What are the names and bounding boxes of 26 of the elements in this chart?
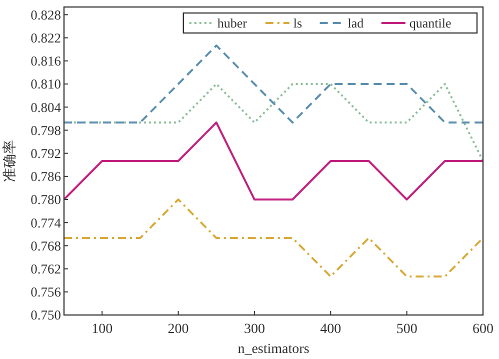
legend-label: huber (217, 16, 248, 31)
x-tick-label: 600 (472, 322, 494, 337)
y-tick-label: 0.750 (30, 308, 62, 323)
x-axis-title: n_estimators (238, 342, 310, 357)
x-tick-label: 100 (92, 322, 113, 337)
y-tick-label: 0.792 (30, 146, 61, 162)
y-tick-label: 0.798 (30, 122, 62, 138)
x-tick-label: 200 (168, 322, 189, 337)
legend-label: quantile (409, 16, 452, 31)
legend-label: lad (348, 16, 364, 31)
y-axis-title: 准确率 (2, 140, 18, 182)
y-tick-label: 0.786 (30, 169, 62, 184)
y-tick-label: 0.780 (30, 192, 62, 208)
legend-label: ls (293, 16, 302, 31)
x-tick-label: 400 (320, 322, 342, 337)
y-tick-label: 0.804 (30, 100, 62, 115)
y-tick-label: 0.810 (30, 76, 62, 92)
x-tick-label: 300 (244, 322, 265, 337)
y-tick-label: 0.756 (30, 284, 62, 300)
y-tick-label: 0.768 (30, 238, 62, 254)
x-tick-label: 500 (396, 322, 418, 337)
y-tick-label: 0.774 (30, 215, 62, 230)
y-tick-label: 0.816 (30, 54, 62, 69)
y-tick-label: 0.822 (30, 30, 61, 46)
y-tick-label: 0.762 (30, 262, 61, 277)
y-tick-label: 0.828 (30, 7, 62, 22)
